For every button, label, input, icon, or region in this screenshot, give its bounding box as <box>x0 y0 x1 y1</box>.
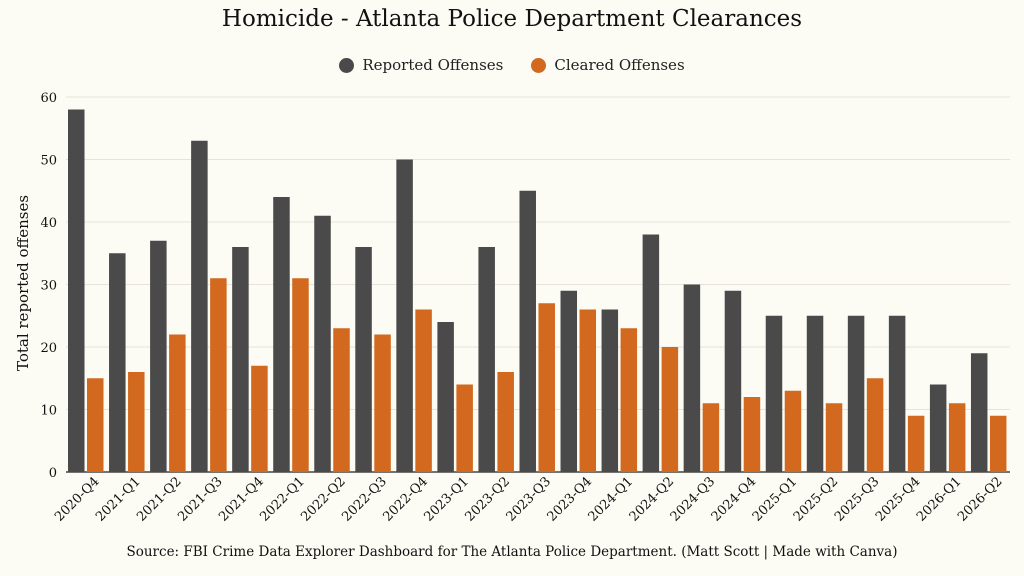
y-tick-label: 10 <box>40 404 57 419</box>
bar-cleared <box>866 378 884 472</box>
bar-reported <box>683 284 701 472</box>
legend-swatch-cleared <box>531 57 547 73</box>
bar-cleared <box>702 403 720 472</box>
bar-reported <box>765 315 783 472</box>
bar-reported <box>601 309 619 472</box>
bar-reported <box>519 190 536 472</box>
bar-reported <box>724 290 742 472</box>
bar-cleared <box>128 372 145 472</box>
bar-reported <box>314 215 331 472</box>
legend-item-reported: Reported Offenses <box>339 56 503 74</box>
y-tick-label: 20 <box>40 341 57 356</box>
bar-cleared <box>825 403 843 472</box>
bar-cleared <box>948 403 966 472</box>
bar-reported <box>478 247 495 472</box>
bar-cleared <box>415 309 432 472</box>
bar-reported <box>847 315 865 472</box>
bar-reported <box>560 290 578 472</box>
bar-cleared <box>538 303 555 472</box>
bar-cleared <box>661 347 679 472</box>
y-tick-label: 50 <box>40 154 57 169</box>
legend-label-cleared: Cleared Offenses <box>554 56 685 74</box>
y-tick-label: 0 <box>49 466 57 481</box>
legend-label-reported: Reported Offenses <box>362 56 504 74</box>
bar-reported <box>642 234 660 472</box>
bar-reported <box>355 247 372 472</box>
bar-reported <box>929 384 947 472</box>
chart-title: Homicide - Atlanta Police Department Cle… <box>221 6 803 32</box>
bar-cleared <box>292 278 309 472</box>
bar-cleared <box>374 334 391 472</box>
bar-reported <box>273 197 290 472</box>
bar-reported <box>191 140 208 472</box>
source-note: Source: FBI Crime Data Explorer Dashboar… <box>126 544 898 560</box>
bar-cleared <box>333 328 350 472</box>
y-tick-label: 40 <box>40 216 57 231</box>
bar-cleared <box>497 372 514 472</box>
legend-swatch-reported <box>339 57 355 73</box>
bar-cleared <box>989 415 1007 472</box>
bar-reported <box>109 253 126 472</box>
y-tick-label: 30 <box>40 279 57 294</box>
bar-cleared <box>743 397 761 472</box>
bar-cleared <box>784 390 802 472</box>
bar-reported <box>970 353 988 472</box>
bar-reported <box>150 240 167 472</box>
legend-item-cleared: Cleared Offenses <box>531 56 685 74</box>
bar-reported <box>68 109 85 472</box>
bar-cleared <box>169 334 186 472</box>
bar-cleared <box>620 328 638 472</box>
bar-cleared <box>251 365 268 472</box>
bar-reported <box>232 247 249 472</box>
bar-cleared <box>456 384 473 472</box>
bar-reported <box>396 159 413 472</box>
bar-reported <box>437 322 454 472</box>
y-tick-label: 60 <box>40 91 57 106</box>
bar-cleared <box>907 415 925 472</box>
bar-cleared <box>579 309 597 472</box>
bar-cleared <box>210 278 227 472</box>
legend: Reported Offenses Cleared Offenses <box>0 56 1024 74</box>
bar-reported <box>806 315 824 472</box>
bar-cleared <box>87 378 104 472</box>
x-tick-label: 2026-Q2 <box>955 474 1005 524</box>
bar-reported <box>888 315 906 472</box>
